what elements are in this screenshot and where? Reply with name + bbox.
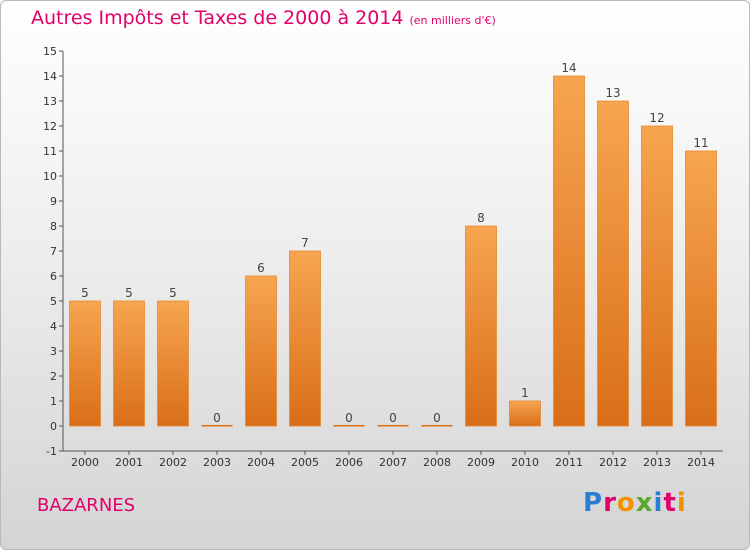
- chart-title-text: Autres Impôts et Taxes de 2000 à 2014: [31, 7, 404, 29]
- y-tick-label: 11: [43, 145, 57, 158]
- value-label: 7: [301, 236, 309, 250]
- y-tick-label: 9: [50, 195, 57, 208]
- y-tick-label: 8: [50, 220, 57, 233]
- value-label: 14: [561, 61, 576, 75]
- y-tick-label: 7: [50, 245, 57, 258]
- value-label: 0: [345, 411, 353, 425]
- bar-2001[interactable]: [113, 300, 145, 427]
- x-tick-label: 2004: [247, 456, 275, 469]
- logo-letter: x: [635, 488, 654, 518]
- x-tick-label: 2008: [423, 456, 451, 469]
- y-tick-label: 1: [50, 395, 57, 408]
- value-label: 13: [605, 86, 620, 100]
- bar-2006[interactable]: [333, 425, 365, 427]
- x-tick-label: 2010: [511, 456, 539, 469]
- logo-letter: i: [653, 488, 664, 518]
- bar-2014[interactable]: [685, 150, 717, 427]
- value-label: 0: [433, 411, 441, 425]
- y-tick-label: 5: [50, 295, 57, 308]
- x-tick-label: 2001: [115, 456, 143, 469]
- x-tick-label: 2003: [203, 456, 231, 469]
- value-label: 6: [257, 261, 265, 275]
- x-tick-label: 2002: [159, 456, 187, 469]
- logo-letter: o: [616, 488, 636, 518]
- bar-2008[interactable]: [421, 425, 453, 427]
- logo-letter: i: [676, 488, 687, 518]
- bar-2007[interactable]: [377, 425, 409, 427]
- bar-2010[interactable]: [509, 400, 541, 427]
- bar-2009[interactable]: [465, 225, 497, 427]
- y-tick-label: 13: [43, 95, 57, 108]
- x-tick-label: 2014: [687, 456, 715, 469]
- x-tick-label: 2011: [555, 456, 583, 469]
- value-label: 0: [389, 411, 397, 425]
- y-tick-label: 12: [43, 120, 57, 133]
- x-tick-label: 2009: [467, 456, 495, 469]
- bar-2004[interactable]: [245, 275, 277, 427]
- bar-2011[interactable]: [553, 75, 585, 427]
- y-tick-label: 6: [50, 270, 57, 283]
- data-labels: 5 5 5 0 6 7 0 0 0 8 1 14 13 12 11: [81, 61, 708, 425]
- y-tick-label: 0: [50, 420, 57, 433]
- logo-letter: t: [663, 488, 677, 518]
- value-label: 11: [693, 136, 708, 150]
- value-label: 8: [477, 211, 485, 225]
- x-tick-label: 2007: [379, 456, 407, 469]
- chart-subtitle: (en milliers d'€): [409, 14, 496, 27]
- bar-2013[interactable]: [641, 125, 673, 427]
- place-name: BAZARNES: [37, 495, 136, 516]
- logo-letter: r: [603, 488, 617, 518]
- value-label: 5: [125, 286, 133, 300]
- value-label: 1: [521, 386, 529, 400]
- bar-2012[interactable]: [597, 100, 629, 427]
- y-tick-label: 10: [43, 170, 57, 183]
- bar-2000[interactable]: [69, 300, 101, 427]
- y-tick-label: 3: [50, 345, 57, 358]
- x-tick-label: 2000: [71, 456, 99, 469]
- bars: [69, 75, 717, 427]
- x-tick-label: 2006: [335, 456, 363, 469]
- logo-letter: P: [583, 488, 604, 518]
- value-label: 5: [81, 286, 89, 300]
- bar-2005[interactable]: [289, 250, 321, 427]
- y-tick-label: 14: [43, 70, 57, 83]
- bar-2003[interactable]: [201, 425, 233, 427]
- bar-2002[interactable]: [157, 300, 189, 427]
- chart-title: Autres Impôts et Taxes de 2000 à 2014 (en…: [31, 7, 496, 29]
- x-tick-label: 2013: [643, 456, 671, 469]
- value-label: 0: [213, 411, 221, 425]
- x-tick-label: 2012: [599, 456, 627, 469]
- y-tick-label: -1: [46, 445, 57, 458]
- y-tick-label: 15: [43, 45, 57, 58]
- value-label: 12: [649, 111, 664, 125]
- proxiti-logo[interactable]: Proxiti: [583, 488, 687, 518]
- y-tick-label: 4: [50, 320, 57, 333]
- y-tick-label: 2: [50, 370, 57, 383]
- value-label: 5: [169, 286, 177, 300]
- x-tick-label: 2005: [291, 456, 319, 469]
